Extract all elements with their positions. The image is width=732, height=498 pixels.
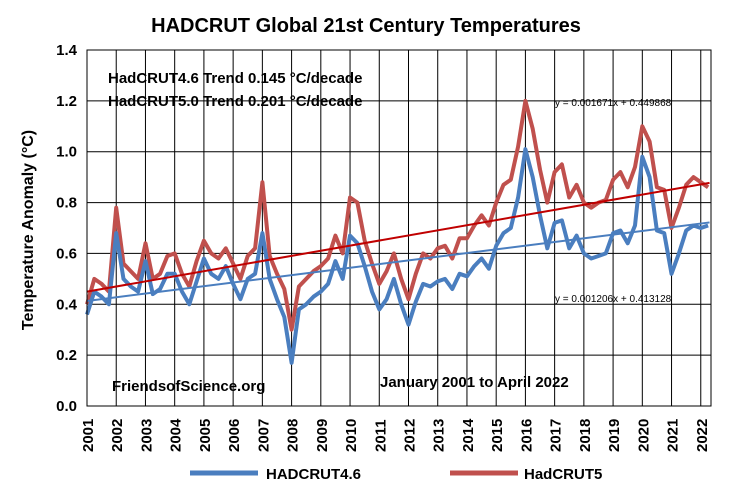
x-tick-label: 2001 xyxy=(80,419,97,452)
y-tick-label: 0.6 xyxy=(56,245,77,262)
x-tick-label: 2007 xyxy=(255,419,272,452)
legend-label-hadcrut4: HADCRUT4.6 xyxy=(266,466,361,483)
x-tick-label: 2011 xyxy=(372,419,389,452)
x-tick-label: 2021 xyxy=(665,419,682,452)
x-tick-label: 2012 xyxy=(401,419,418,452)
y-tick-label: 0.4 xyxy=(56,296,78,313)
x-tick-label: 2013 xyxy=(431,419,448,452)
x-tick-label: 2019 xyxy=(606,419,623,452)
y-tick-label: 1.4 xyxy=(56,42,78,59)
legend: HADCRUT4.6 HadCRUT5 xyxy=(190,466,602,483)
trend-lines xyxy=(86,181,710,302)
source-annotation: FriendsofScience.org xyxy=(112,378,265,395)
x-tick-label: 2009 xyxy=(314,419,331,452)
x-tick-label: 2014 xyxy=(460,418,477,452)
x-tick-label: 2003 xyxy=(138,419,155,452)
x-tick-label: 2016 xyxy=(518,419,535,452)
y-tick-labels: 0.0 0.2 0.4 0.6 0.8 1.0 1.2 1.4 xyxy=(56,42,78,415)
x-tick-labels: 2001 2002 2003 2004 2005 2006 2007 2008 2009 2010… xyxy=(80,418,711,452)
x-tick-label: 2002 xyxy=(109,419,126,452)
plot-frame xyxy=(86,49,712,407)
trendline-hadcrut5 xyxy=(86,181,710,293)
trendline-hadcrut4-6 xyxy=(86,221,710,302)
y-tick-label: 0.8 xyxy=(56,195,77,212)
legend-label-hadcrut5: HadCRUT5 xyxy=(524,466,602,483)
x-tick-label: 2018 xyxy=(577,419,594,452)
x-tick-label: 2006 xyxy=(226,419,243,452)
y-tick-label: 0.2 xyxy=(56,347,77,364)
equation-hadcrut5: y = 0.001671x + 0.449868 xyxy=(555,98,672,109)
y-tick-label: 0.0 xyxy=(56,398,77,415)
chart-title: HADCRUT Global 21st Century Temperatures xyxy=(151,15,581,37)
x-tick-label: 2008 xyxy=(285,419,302,452)
y-tick-label: 1.0 xyxy=(56,144,77,161)
equation-hadcrut4: y = 0.001206x + 0.413128 xyxy=(555,294,672,305)
x-tick-label: 2020 xyxy=(635,419,652,452)
x-tick-label: 2015 xyxy=(489,419,506,452)
x-tick-label: 2005 xyxy=(197,419,214,452)
series-line-hadcrut4-6 xyxy=(85,147,709,365)
x-tick-label: 2017 xyxy=(548,419,565,452)
y-axis-label: Temperature Anomaly (°C) xyxy=(20,130,37,330)
x-tick-label: 2004 xyxy=(168,418,185,452)
x-tick-label: 2022 xyxy=(694,419,711,452)
trend-annotation-hadcrut4: HadCRUT4.6 Trend 0.145 °C/decade xyxy=(108,70,362,87)
y-tick-label: 1.2 xyxy=(56,93,77,110)
x-tick-label: 2010 xyxy=(343,419,360,452)
trend-annotation-hadcrut5: HadCRUT5.0 Trend 0.201 °C/decade xyxy=(108,93,362,110)
period-annotation: January 2001 to April 2022 xyxy=(380,374,569,391)
